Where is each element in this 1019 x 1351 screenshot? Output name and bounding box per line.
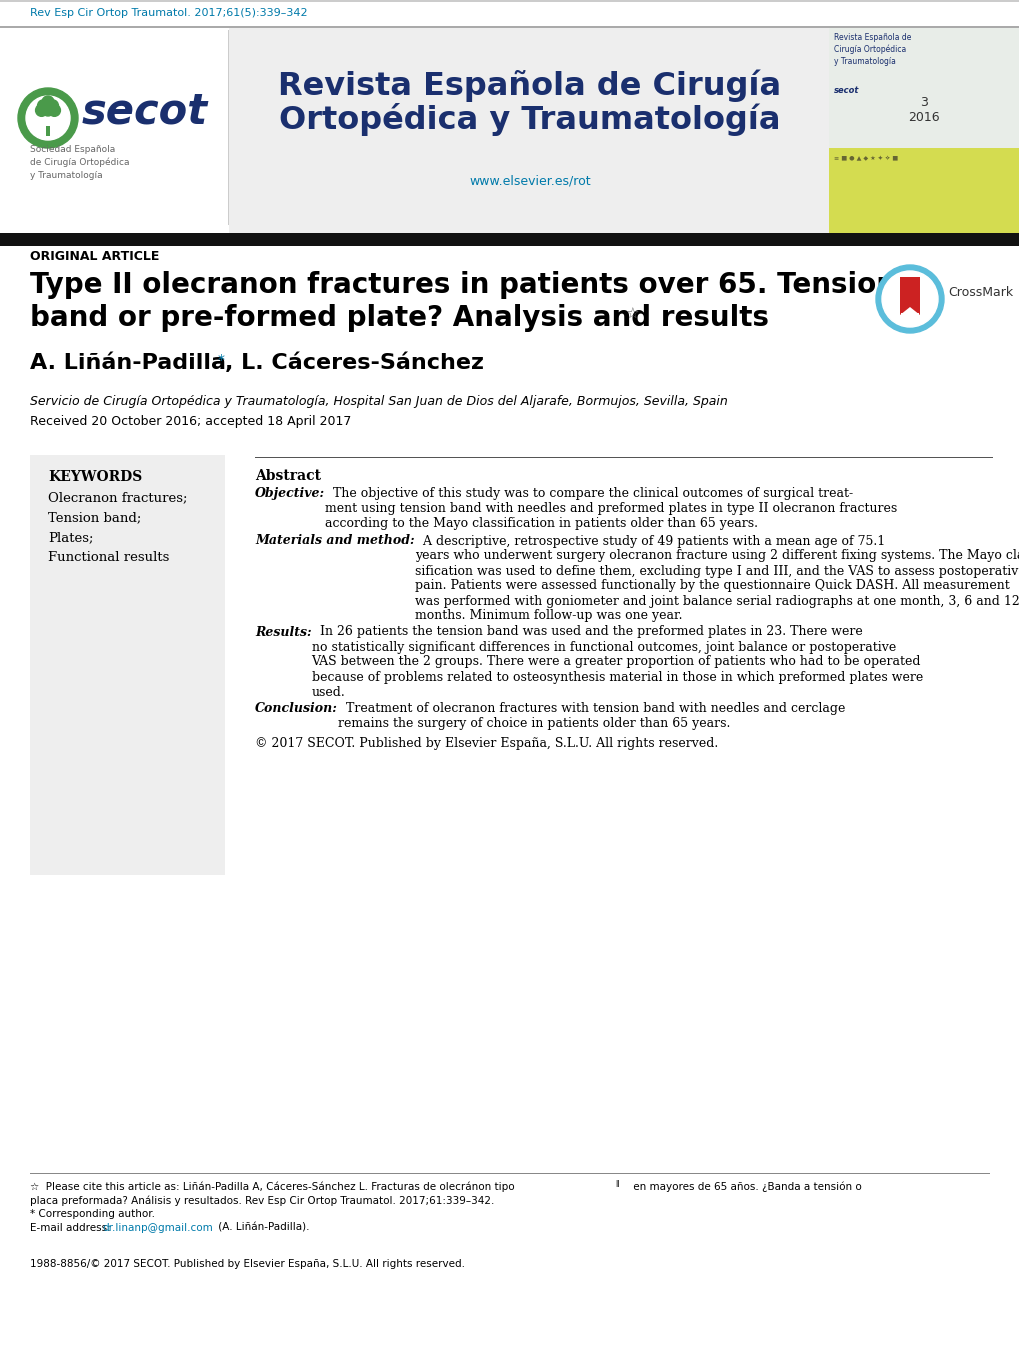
Text: placa preformada? Análisis y resultados. Rev Esp Cir Ortop Traumatol. 2017;61:33: placa preformada? Análisis y resultados.… [30,1196,494,1205]
Text: secot: secot [834,86,859,95]
Text: ORIGINAL ARTICLE: ORIGINAL ARTICLE [30,250,159,263]
Circle shape [47,100,58,112]
Circle shape [42,96,54,108]
Circle shape [881,272,937,327]
Wedge shape [900,313,918,322]
Text: 3
2016: 3 2016 [907,96,938,124]
Circle shape [18,88,77,149]
Text: E-mail address:: E-mail address: [30,1223,114,1233]
Text: Rev Esp Cir Ortop Traumatol. 2017;61(5):339–342: Rev Esp Cir Ortop Traumatol. 2017;61(5):… [30,8,308,18]
Text: Received 20 October 2016; accepted 18 April 2017: Received 20 October 2016; accepted 18 Ap… [30,415,351,428]
Bar [0,28,1019,232]
Circle shape [25,96,70,141]
Bar [0,0,1019,1]
Text: secot: secot [82,91,208,132]
Text: In 26 patients the tension band was used and the preformed plates in 23. There w: In 26 patients the tension band was used… [312,626,922,698]
Text: band or pre-formed plate? Analysis and results: band or pre-formed plate? Analysis and r… [30,304,768,332]
Bar [0,26,1019,28]
Text: Objective:: Objective: [255,486,325,500]
Circle shape [875,265,943,332]
Text: Treatment of olecranon fractures with tension band with needles and cerclage
rem: Treatment of olecranon fractures with te… [337,703,845,730]
Text: The objective of this study was to compare the clinical outcomes of surgical tre: The objective of this study was to compa… [325,486,897,530]
Circle shape [36,104,48,116]
Bar [46,126,50,136]
Text: Revista Española de Cirugía: Revista Española de Cirugía [278,70,781,103]
Text: 1988-8856/© 2017 SECOT. Published by Elsevier España, S.L.U. All rights reserved: 1988-8856/© 2017 SECOT. Published by Els… [30,1259,465,1269]
Circle shape [38,100,50,112]
Text: * Corresponding author.: * Corresponding author. [30,1209,155,1219]
Text: ☆  Please cite this article as: Liñán-Padilla A, Cáceres-Sánchez L. Fracturas de: ☆ Please cite this article as: Liñán-Pad… [30,1181,515,1192]
Text: Revista Española de
Cirugía Ortopédica
y Traumatología: Revista Española de Cirugía Ortopédica y… [834,32,911,66]
Text: A descriptive, retrospective study of 49 patients with a mean age of 75.1
years : A descriptive, retrospective study of 49… [414,535,1019,623]
Text: dr.linanp@gmail.com: dr.linanp@gmail.com [102,1223,213,1233]
Bar [229,28,828,232]
Bar [0,232,1019,246]
Text: ≡ ■ ● ▲ ◆ ★ ✦ ✧ ■: ≡ ■ ● ▲ ◆ ★ ✦ ✧ ■ [834,155,898,161]
Text: Tension band;: Tension band; [48,511,142,524]
Text: www.elsevier.es/rot: www.elsevier.es/rot [469,176,590,188]
Text: Plates;: Plates; [48,531,94,544]
Bar [828,149,1019,232]
Text: Materials and method:: Materials and method: [255,535,414,547]
Text: KEYWORDS: KEYWORDS [48,470,142,484]
Text: , L. Cáceres-Sánchez: , L. Cáceres-Sánchez [225,353,484,373]
Text: Results:: Results: [255,626,312,639]
Text: (A. Liñán-Padilla).: (A. Liñán-Padilla). [215,1223,309,1233]
Text: *: * [218,353,225,367]
Text: II: II [614,1179,619,1189]
Text: ☆: ☆ [625,307,638,322]
Circle shape [48,104,60,116]
Text: Olecranon fractures;: Olecranon fractures; [48,490,187,504]
Text: Servicio de Cirugía Ortopédica y Traumatología, Hospital San Juan de Dios del Al: Servicio de Cirugía Ortopédica y Traumat… [30,394,727,408]
Polygon shape [899,277,919,315]
Text: Abstract: Abstract [255,469,321,484]
Text: en mayores de 65 años. ¿Banda a tensión o: en mayores de 65 años. ¿Banda a tensión … [630,1181,861,1192]
Text: Type II olecranon fractures in patients over 65. Tension: Type II olecranon fractures in patients … [30,272,895,299]
Text: A. Liñán-Padilla: A. Liñán-Padilla [30,353,226,373]
Text: CrossMark: CrossMark [947,286,1012,300]
Text: © 2017 SECOT. Published by Elsevier España, S.L.U. All rights reserved.: © 2017 SECOT. Published by Elsevier Espa… [255,738,717,750]
Text: Sociedad Española
de Cirugía Ortopédica
y Traumatología: Sociedad Española de Cirugía Ortopédica … [30,145,129,180]
Bar [30,455,225,875]
Bar [828,28,1019,149]
Text: Conclusion:: Conclusion: [255,703,337,715]
Bar [0,28,229,232]
Circle shape [42,104,54,116]
Text: Ortopédica y Traumatología: Ortopédica y Traumatología [279,103,780,136]
Text: Functional results: Functional results [48,551,169,563]
